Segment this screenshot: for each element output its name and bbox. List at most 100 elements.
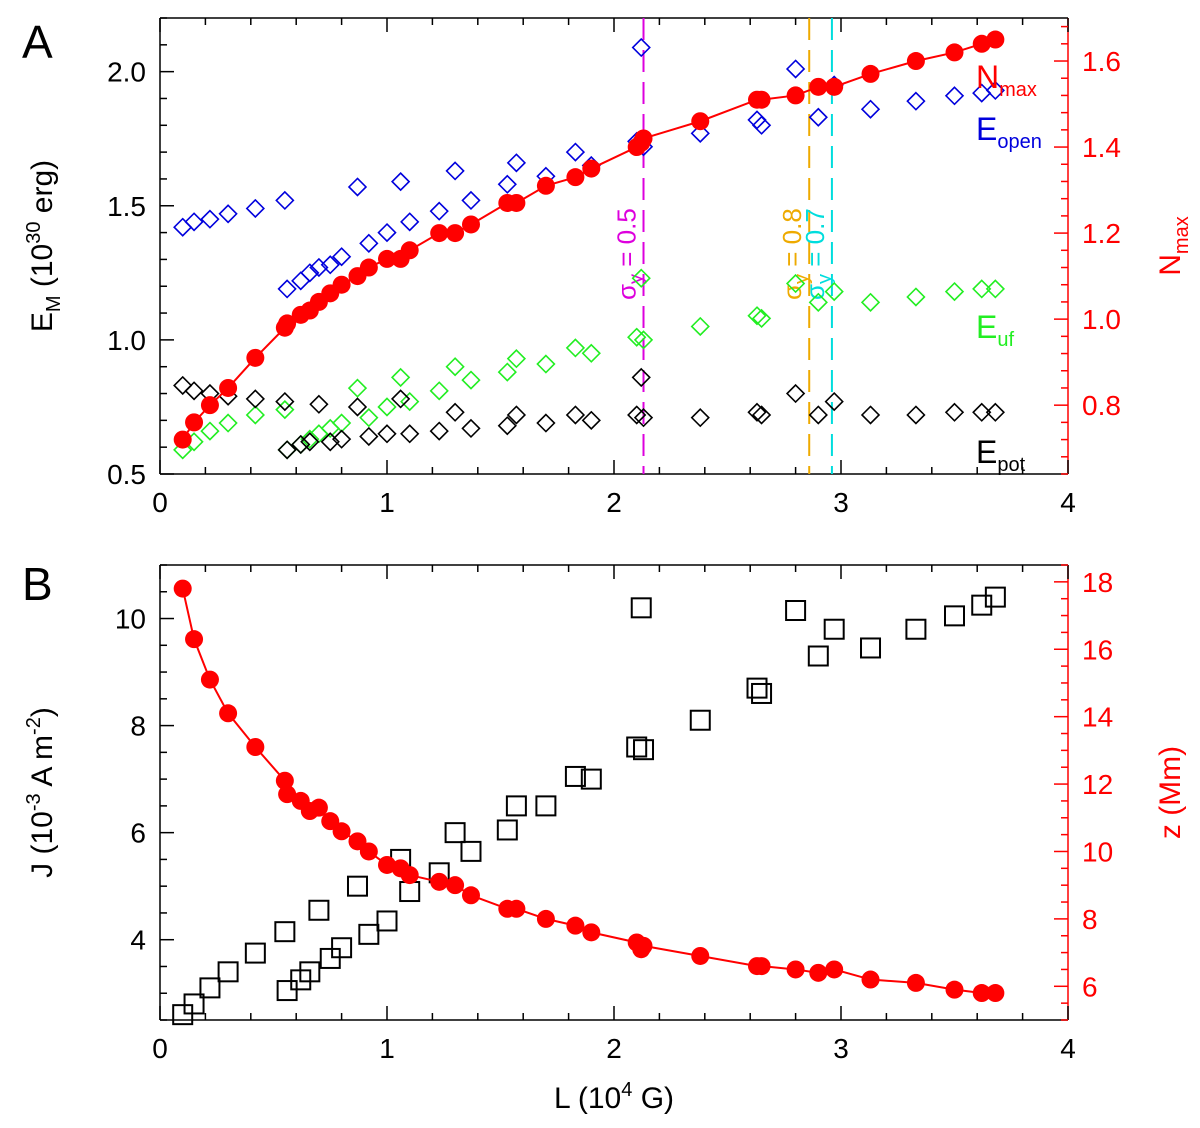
panel-a-y-tick-label: 0.5 [107,459,146,490]
data-point [332,275,351,294]
data-point [278,785,297,804]
data-point [751,405,772,425]
data-point [905,618,927,640]
y-title-sup: -2 [23,717,45,735]
data-point [183,993,205,1015]
panel-a: A0 1 2 3 40.51.01.52.00.81.01.21.41.6EM (103… [22,16,1193,518]
data-point [536,909,555,928]
data-point [564,765,586,787]
data-point [860,99,881,119]
data-point [808,292,828,312]
data-point [378,855,396,874]
data-point [566,916,585,935]
data-point [400,241,419,260]
panel-a-x-tick-label: 1 [379,487,395,518]
panel-a-y2-tick-label: 1.0 [1082,304,1121,335]
panel-b-x-tick-label: 4 [1060,1033,1076,1064]
data-point [506,349,527,369]
data-point [291,434,311,455]
y-title-part: erg) [26,160,59,222]
panel-a-x-tick-label: 3 [833,487,849,518]
data-point [445,161,465,181]
y-title-part: E [26,312,59,332]
data-point [786,86,805,105]
data-point [400,212,420,232]
data-point [984,586,1006,608]
data-point [808,405,828,425]
data-point [507,193,526,212]
data-point [399,881,421,903]
data-point [400,866,419,885]
data-point [944,86,965,106]
data-point [496,819,518,841]
data-point [565,142,586,162]
data-point [300,429,320,449]
data-point [461,215,480,234]
data-point [461,886,480,905]
data-point [785,273,806,294]
data-point [218,204,238,224]
data-point [320,255,340,275]
panel-a-series-e-pot [173,367,1005,460]
y2-title-sub: max [1171,216,1193,254]
data-point [535,795,557,817]
y-title-part: A m [26,735,59,793]
data-point [400,391,420,412]
data-point [185,630,204,649]
data-point [245,389,265,409]
data-point [429,201,449,221]
data-point [461,418,481,439]
data-point [244,942,266,964]
data-point [945,980,964,999]
data-point [246,738,265,756]
panel-b-y2-tick-label: 18 [1082,567,1113,598]
data-point [390,171,411,192]
data-point [582,159,601,178]
data-point [444,822,466,844]
data-point [390,389,411,409]
data-point [461,370,481,390]
data-point [300,263,320,283]
data-point [566,168,585,187]
series-label-main: E [976,434,997,470]
data-point [634,936,653,955]
data-point [497,416,517,436]
data-point [277,279,297,299]
vline-label-sigma: σ [800,284,830,300]
panel-a-series-e-uf [173,268,1005,460]
data-point [461,190,481,211]
data-point [972,984,991,1003]
data-point [199,977,221,999]
data-point [582,923,601,942]
panel-b-x-tick-label: 0 [152,1033,168,1064]
data-point [626,736,648,758]
panel-a-x-tick-label: 0 [152,487,168,518]
panel-b-y-tick-label: 6 [130,818,146,849]
data-point [309,798,328,817]
data-point [785,383,806,404]
panel-a-y2-tick-label: 1.6 [1082,46,1121,77]
panel-b-x-tick-label: 3 [833,1033,849,1064]
vline-label-rest: = 0.5 [612,208,642,274]
data-point [200,670,219,689]
data-point [860,637,882,659]
series-label-sub: open [997,131,1042,153]
data-point [429,381,449,401]
panel-a-y-axis-title: EM (1030 erg) [23,160,65,332]
y-title-sup: -3 [23,793,45,811]
vline-label-sub: y [814,274,836,284]
data-point [807,645,829,667]
data-point [945,43,964,62]
data-point [331,937,353,959]
data-point [299,961,321,983]
panel-b-y2-tick-label: 16 [1082,634,1113,665]
data-point [751,308,772,329]
data-point [747,110,767,130]
data-point [445,402,465,422]
panel-b-letter: B [22,558,53,610]
panel-a-series-label-e-pot: Epot [976,434,1026,476]
data-point [275,399,295,420]
data-point [376,910,398,932]
